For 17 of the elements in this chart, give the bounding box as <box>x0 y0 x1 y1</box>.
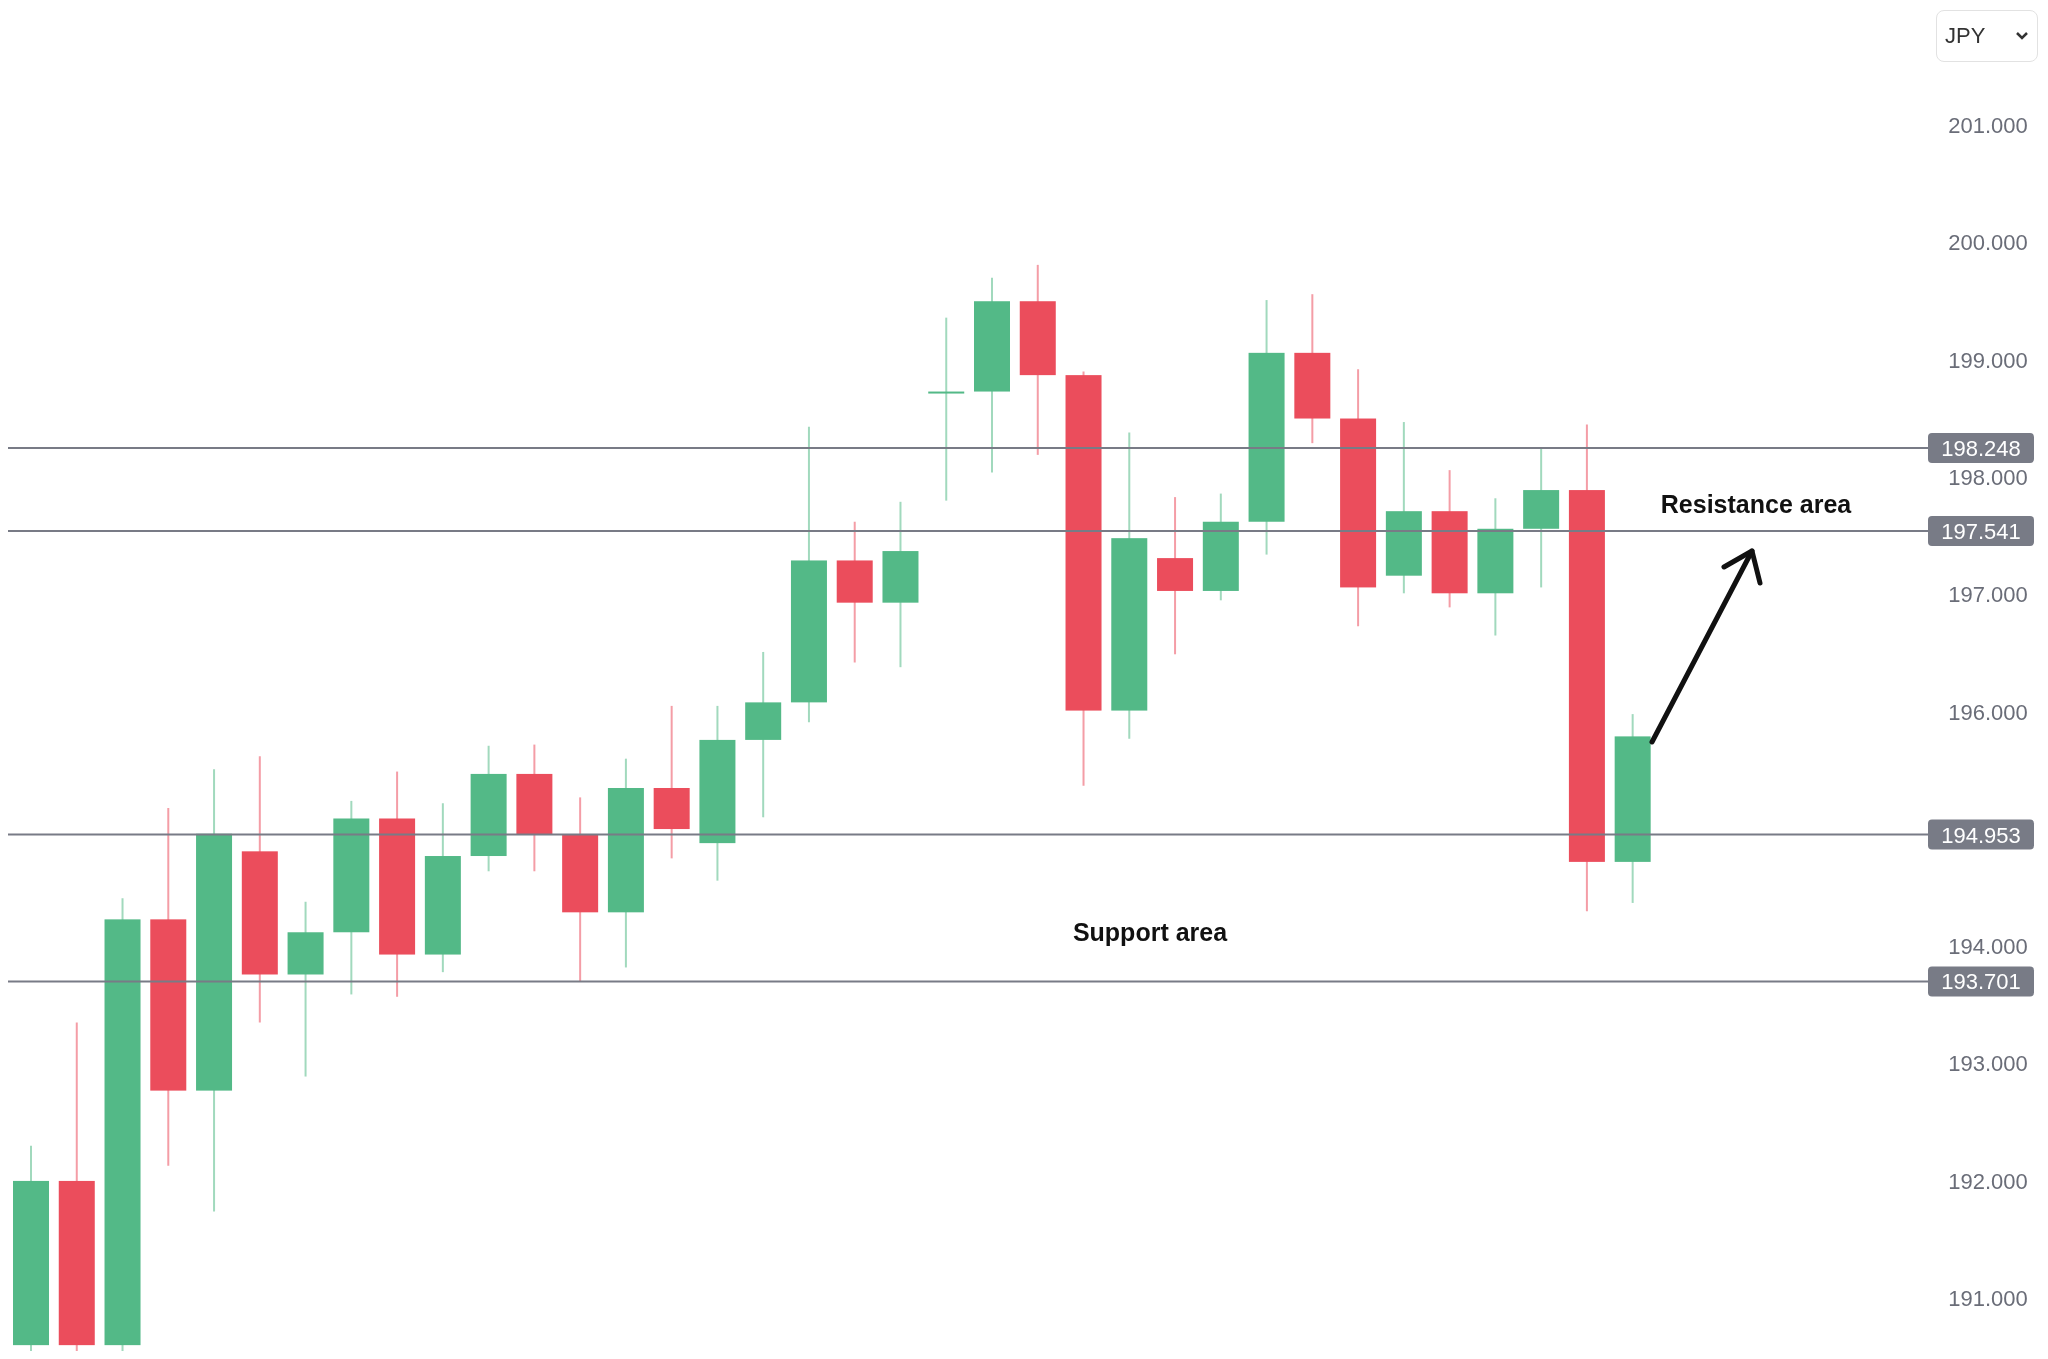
ref-line-label: 193.701 <box>1941 969 2021 995</box>
y-tick-label: 199.000 <box>1948 347 2028 373</box>
ref-line-label: 194.953 <box>1941 822 2021 848</box>
y-tick-label: 191.000 <box>1948 1286 2028 1312</box>
y-tick-label: 194.000 <box>1948 934 2028 960</box>
annotation: Support area <box>1072 918 1228 947</box>
y-tick-label: 198.000 <box>1948 464 2028 490</box>
y-tick-label: 196.000 <box>1948 699 2028 725</box>
y-tick-label: 193.000 <box>1948 1051 2028 1077</box>
y-tick-label: 201.000 <box>1948 113 2028 139</box>
y-tick-label: 197.000 <box>1948 582 2028 608</box>
y-tick-label: 200.000 <box>1948 230 2028 256</box>
annotation: Resistance area <box>1660 490 1852 519</box>
currency-dropdown: JPY <box>1936 10 2038 62</box>
ref-line-label: 198.248 <box>1941 436 2021 462</box>
ref-line-label: 197.541 <box>1941 519 2021 545</box>
y-tick-label: 192.000 <box>1948 1168 2028 1194</box>
